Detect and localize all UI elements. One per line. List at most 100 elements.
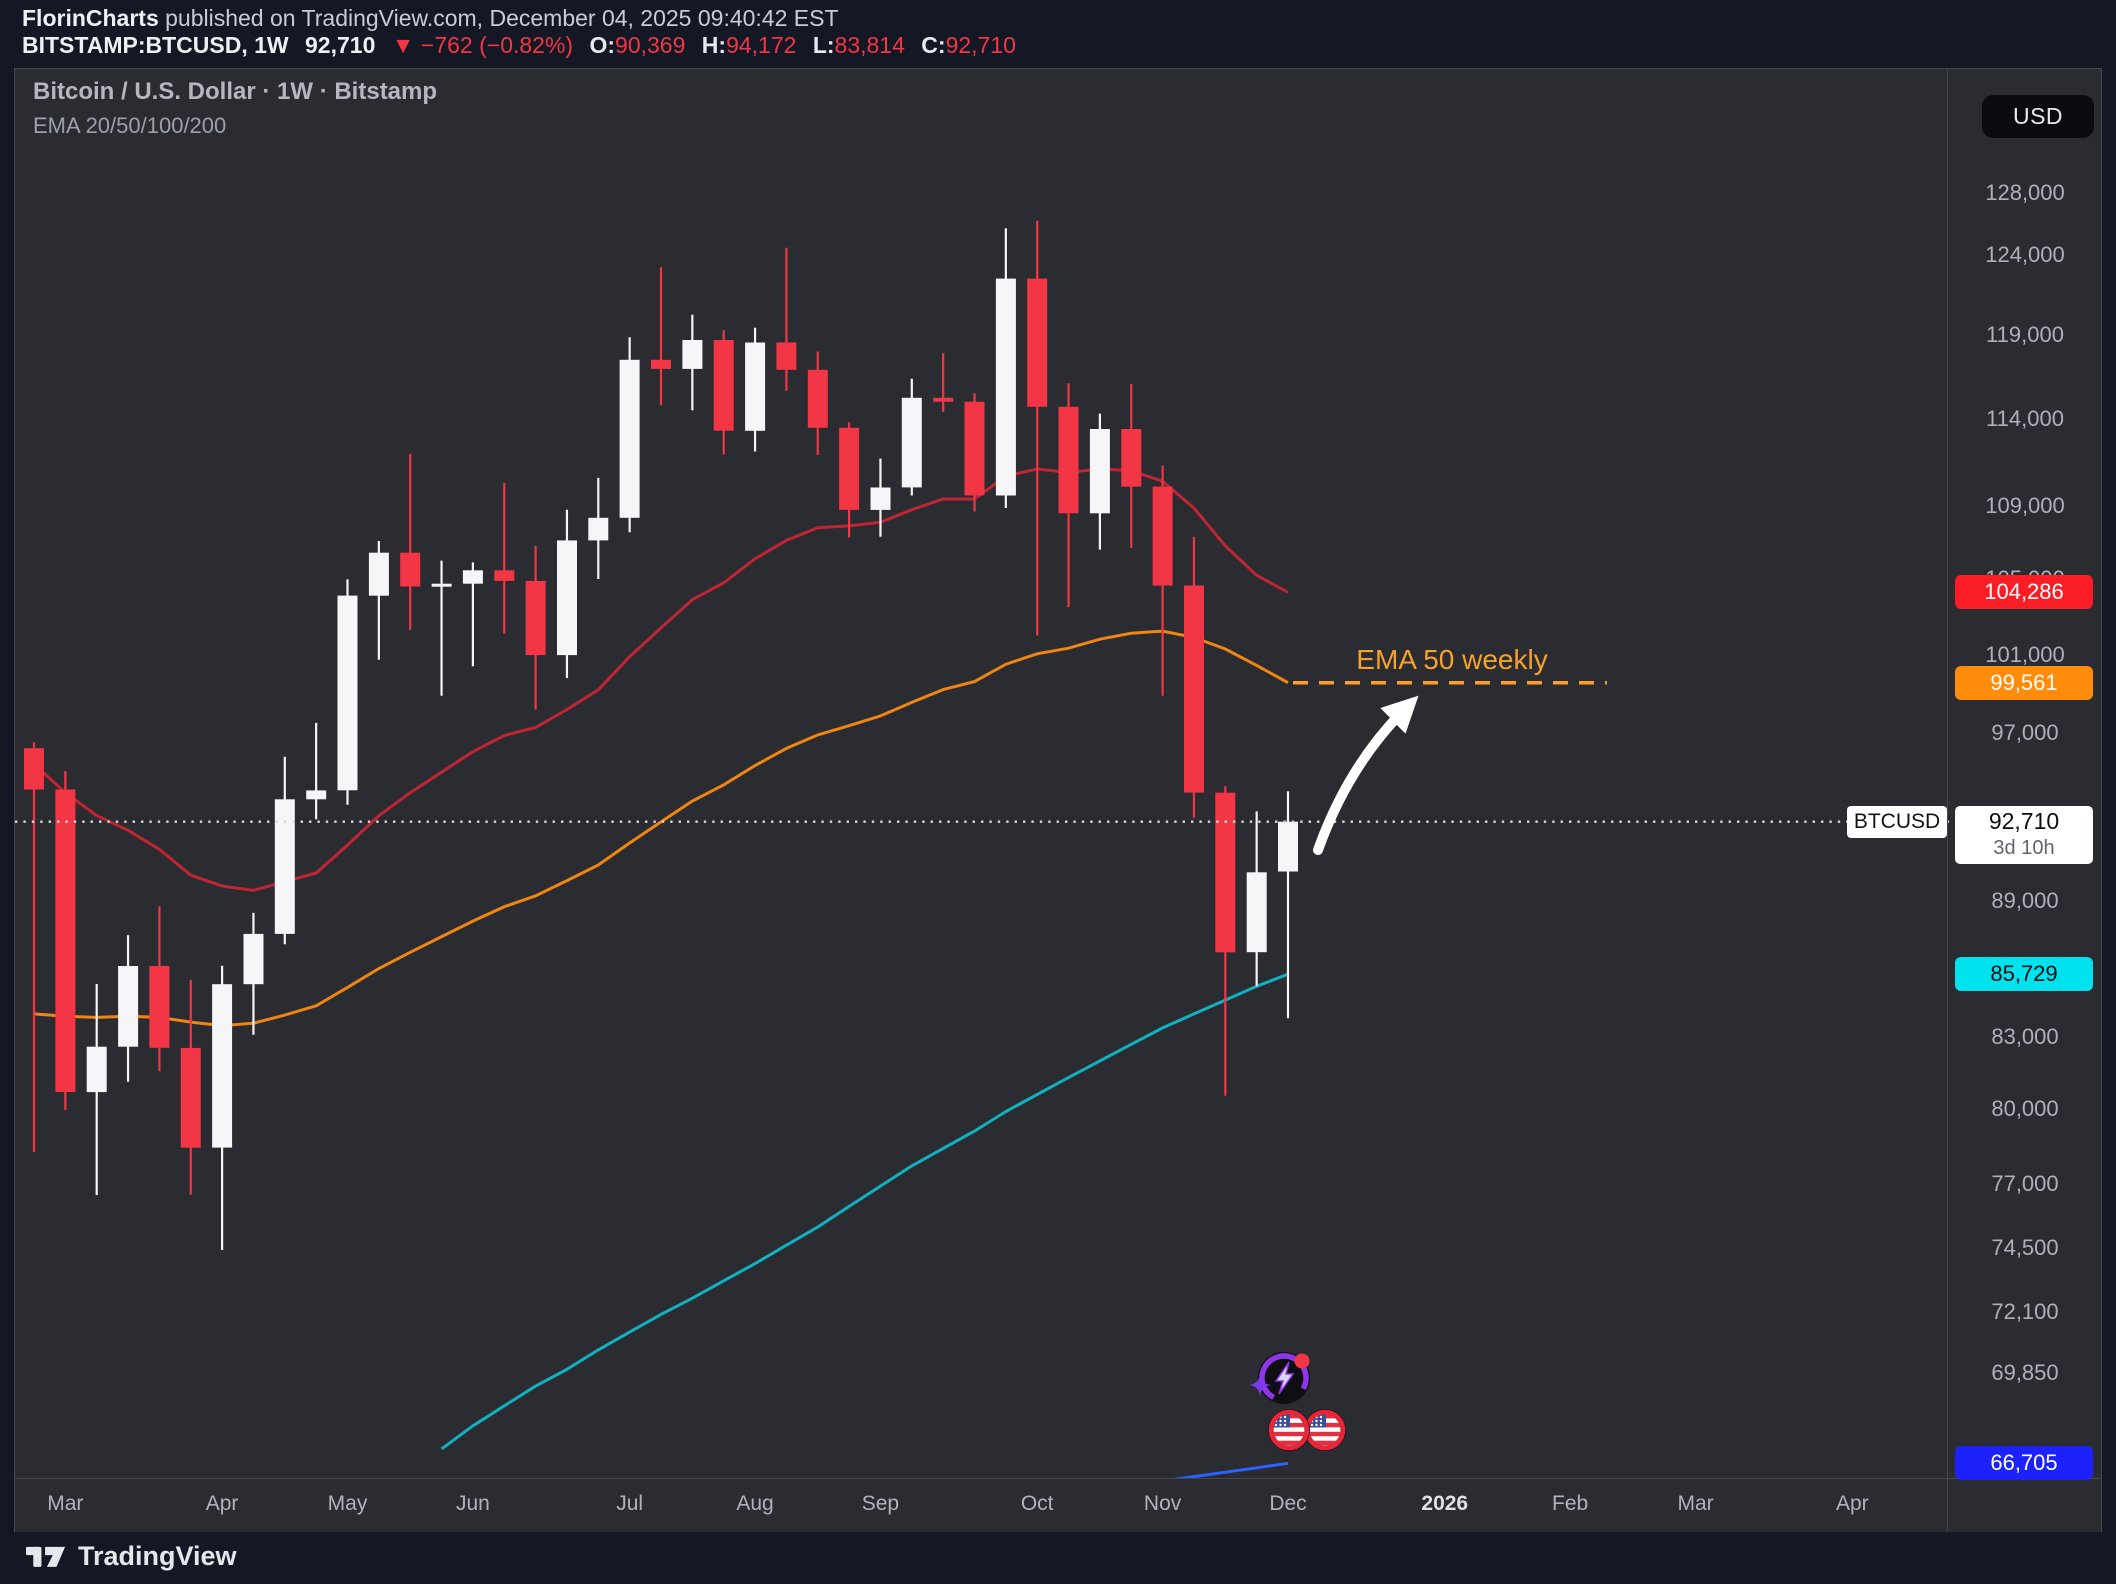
close-label: C: <box>921 32 946 58</box>
tradingview-brand: TradingView <box>78 1540 237 1571</box>
candle-body <box>713 340 734 431</box>
candle-body <box>557 540 577 656</box>
candle-body <box>494 570 515 581</box>
candle-body <box>682 340 703 369</box>
candle-body <box>274 799 295 934</box>
ema100-price-tag: 85,729 <box>1955 957 2093 992</box>
price-tick: 114,000 <box>1986 405 2064 431</box>
price-tick: 109,000 <box>1985 493 2065 519</box>
ema200-price-tag: 66,705 <box>1955 1446 2093 1481</box>
time-axis-label-mar: Mar <box>1677 1492 1714 1515</box>
symbol-price-box: 92,710 3d 10h <box>1955 805 2093 864</box>
price-tick: 80,000 <box>1991 1096 2059 1122</box>
candle-body <box>149 966 170 1048</box>
candle-body <box>1246 872 1267 953</box>
low-label: L: <box>812 32 835 58</box>
candle-body <box>306 790 327 800</box>
candle-body <box>86 1046 107 1093</box>
candle-body <box>180 1047 201 1148</box>
tradingview-logo-icon <box>26 1546 66 1567</box>
price-tick: 69,850 <box>1991 1360 2059 1386</box>
last-price: 92,710 <box>305 32 376 58</box>
time-axis-label-2026: 2026 <box>1421 1492 1469 1515</box>
candle-body <box>525 580 546 656</box>
close-value: 92,710 <box>945 32 1016 58</box>
candle-body <box>462 570 483 584</box>
time-axis-label-sep: Sep <box>861 1492 900 1515</box>
candle-body <box>431 583 452 587</box>
ema20-line <box>32 467 1289 892</box>
high-label: H: <box>701 32 727 58</box>
open-value: 90,369 <box>615 32 686 58</box>
candle-body <box>933 397 954 402</box>
candle-body <box>243 933 264 985</box>
time-axis-label-apr: Apr <box>205 1492 239 1515</box>
footer: TradingView <box>26 1539 237 1573</box>
price-tick: 83,000 <box>1991 1024 2059 1050</box>
usa-flag-sticker-right-icon <box>1304 1409 1346 1451</box>
price-tick: 124,000 <box>1985 241 2065 267</box>
candle-body <box>1278 821 1298 872</box>
candle-body <box>337 595 358 791</box>
candle-body <box>619 359 640 518</box>
price-tick: 119,000 <box>1986 322 2064 348</box>
candle-body <box>368 552 389 596</box>
price-tick: 128,000 <box>1985 180 2065 205</box>
symbol-tag-price: 92,710 <box>1988 807 2060 834</box>
candle-body <box>1089 429 1110 514</box>
candle-body <box>55 789 76 1092</box>
author-name: FlorinCharts <box>22 5 159 31</box>
time-axis-label-jun: Jun <box>455 1492 490 1515</box>
chart-pane: EMA 50 weekly <box>14 68 2102 1532</box>
ema50-annotation-label: EMA 50 weekly <box>1356 644 1547 675</box>
time-axis-label-mar: Mar <box>47 1492 84 1515</box>
symbol-name: BITSTAMP:BTCUSD, 1W <box>22 32 289 58</box>
symbol-price-line-tag: BTCUSD <box>1847 805 1947 838</box>
candle-body <box>901 397 922 488</box>
price-tick: 89,000 <box>1991 888 2059 914</box>
candle-body <box>588 517 609 541</box>
candle-body <box>807 369 828 428</box>
price-change: ▼ −762 (−0.82%) <box>391 32 574 58</box>
published-text: published on TradingView.com, December 0… <box>158 5 839 31</box>
candle-body <box>118 966 139 1047</box>
time-axis-label-may: May <box>327 1492 368 1515</box>
time-axis-label-nov: Nov <box>1143 1492 1182 1515</box>
publication-header: FlorinCharts published on TradingView.co… <box>22 5 1016 59</box>
arrow-up-icon <box>1313 695 1419 855</box>
currency-toggle-button[interactable]: USD <box>1982 95 2094 138</box>
symbol-ohlc-line: BITSTAMP:BTCUSD, 1W 92,710 ▼ −762 (−0.82… <box>22 32 1016 59</box>
time-axis[interactable]: Mar Apr May Jun Jul Aug Sep Oct Nov Dec 2026 Feb Mar… <box>15 1478 2101 1532</box>
time-axis-label-feb: Feb <box>1552 1492 1589 1515</box>
time-axis-label-dec: Dec <box>1269 1492 1307 1515</box>
ema200-line <box>1173 1461 1289 1478</box>
time-axis-label-apr: Apr <box>1835 1492 1869 1515</box>
low-value: 83,814 <box>834 32 905 58</box>
candle-body <box>212 984 233 1148</box>
price-tick: 97,000 <box>1991 720 2059 746</box>
time-axis-label-oct: Oct <box>1020 1492 1054 1515</box>
candle-body <box>1152 486 1173 586</box>
chart-plot-area[interactable]: EMA 50 weekly <box>15 69 1949 1478</box>
high-value: 94,172 <box>726 32 797 58</box>
ema50-line <box>33 629 1289 1028</box>
candle-body <box>964 401 985 496</box>
ema20-price-tag: 104,286 <box>1955 575 2093 610</box>
price-tick: 77,000 <box>1991 1170 2059 1196</box>
time-axis-label-aug: Aug <box>736 1492 774 1515</box>
candle-body <box>24 748 44 790</box>
candle-body <box>651 359 671 369</box>
candle-body <box>839 427 860 510</box>
price-axis[interactable]: 128,000124,000119,000114,000109,000105,0… <box>1947 69 2102 1531</box>
lightning-sticker-icon <box>1249 1352 1310 1404</box>
bar-countdown: 3d 10h <box>1993 836 2055 859</box>
ema50-price-tag: 99,561 <box>1955 665 2093 700</box>
candle-body <box>776 342 797 370</box>
open-label: O: <box>589 32 616 58</box>
time-axis-label-jul: Jul <box>616 1492 644 1515</box>
price-tick: 101,000 <box>1985 641 2065 667</box>
candle-body <box>1184 585 1204 793</box>
candle-body <box>995 278 1016 496</box>
candle-body <box>745 342 766 431</box>
candle-body <box>400 552 421 587</box>
